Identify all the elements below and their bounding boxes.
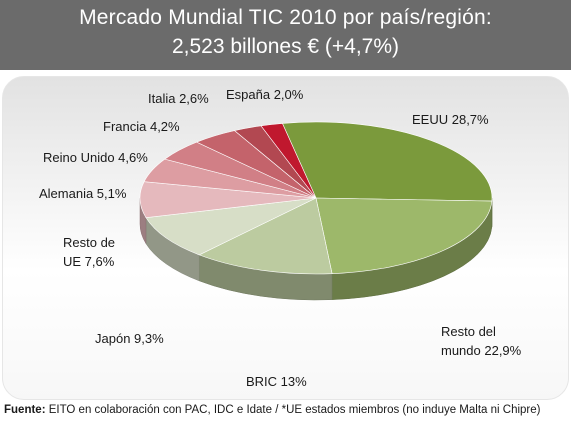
pie-slice-eeuu: [281, 121, 493, 202]
slice-label-resto-de-ue: Resto de UE 7,6%: [63, 235, 115, 269]
pie-slice-japón: [145, 197, 317, 256]
slice-label-reino-unido: Reino Unido 4,6%: [43, 150, 148, 165]
pie-slice-bric: [198, 197, 333, 275]
slice-label-españa: España 2,0%: [226, 87, 304, 102]
chart-subtitle: 2,523 billones € (+4,7%): [171, 35, 400, 58]
chart-title: Mercado Mundial TIC 2010 por país/región…: [79, 6, 492, 29]
pie-slices: [139, 121, 493, 275]
chart-header: Mercado Mundial TIC 2010 por país/región…: [0, 0, 571, 70]
source-text: EITO en colaboración con PAC, IDC e Idat…: [45, 404, 541, 416]
pie-labels: EEUU 28,7% Resto del mundo 22,9% BRIC 13% Ja…: [39, 87, 522, 389]
slice-label-francia: Francia 4,2%: [103, 119, 180, 134]
slice-label-alemania: Alemania 5,1%: [39, 186, 127, 201]
source-label: Fuente:: [4, 404, 46, 416]
slice-label-bric: BRIC 13%: [246, 374, 307, 389]
slice-label-eeuu: EEUU 28,7%: [412, 112, 489, 127]
slice-label-resto-del-mundo: Resto del mundo 22,9%: [441, 324, 522, 358]
pie-slice-españa: [260, 123, 317, 199]
slice-label-italia: Italia 2,6%: [148, 91, 209, 106]
source-note: Fuente: EITO en colaboración con PAC, ID…: [4, 404, 540, 416]
pie-chart: EEUU 28,7% Resto del mundo 22,9% BRIC 13% Ja…: [39, 87, 522, 389]
chart-panel: EEUU 28,7% Resto del mundo 22,9% BRIC 13% Ja…: [2, 76, 569, 400]
slice-label-japón: Japón 9,3%: [95, 331, 164, 346]
pie-slice-resto-del-mundo: [315, 197, 493, 274]
